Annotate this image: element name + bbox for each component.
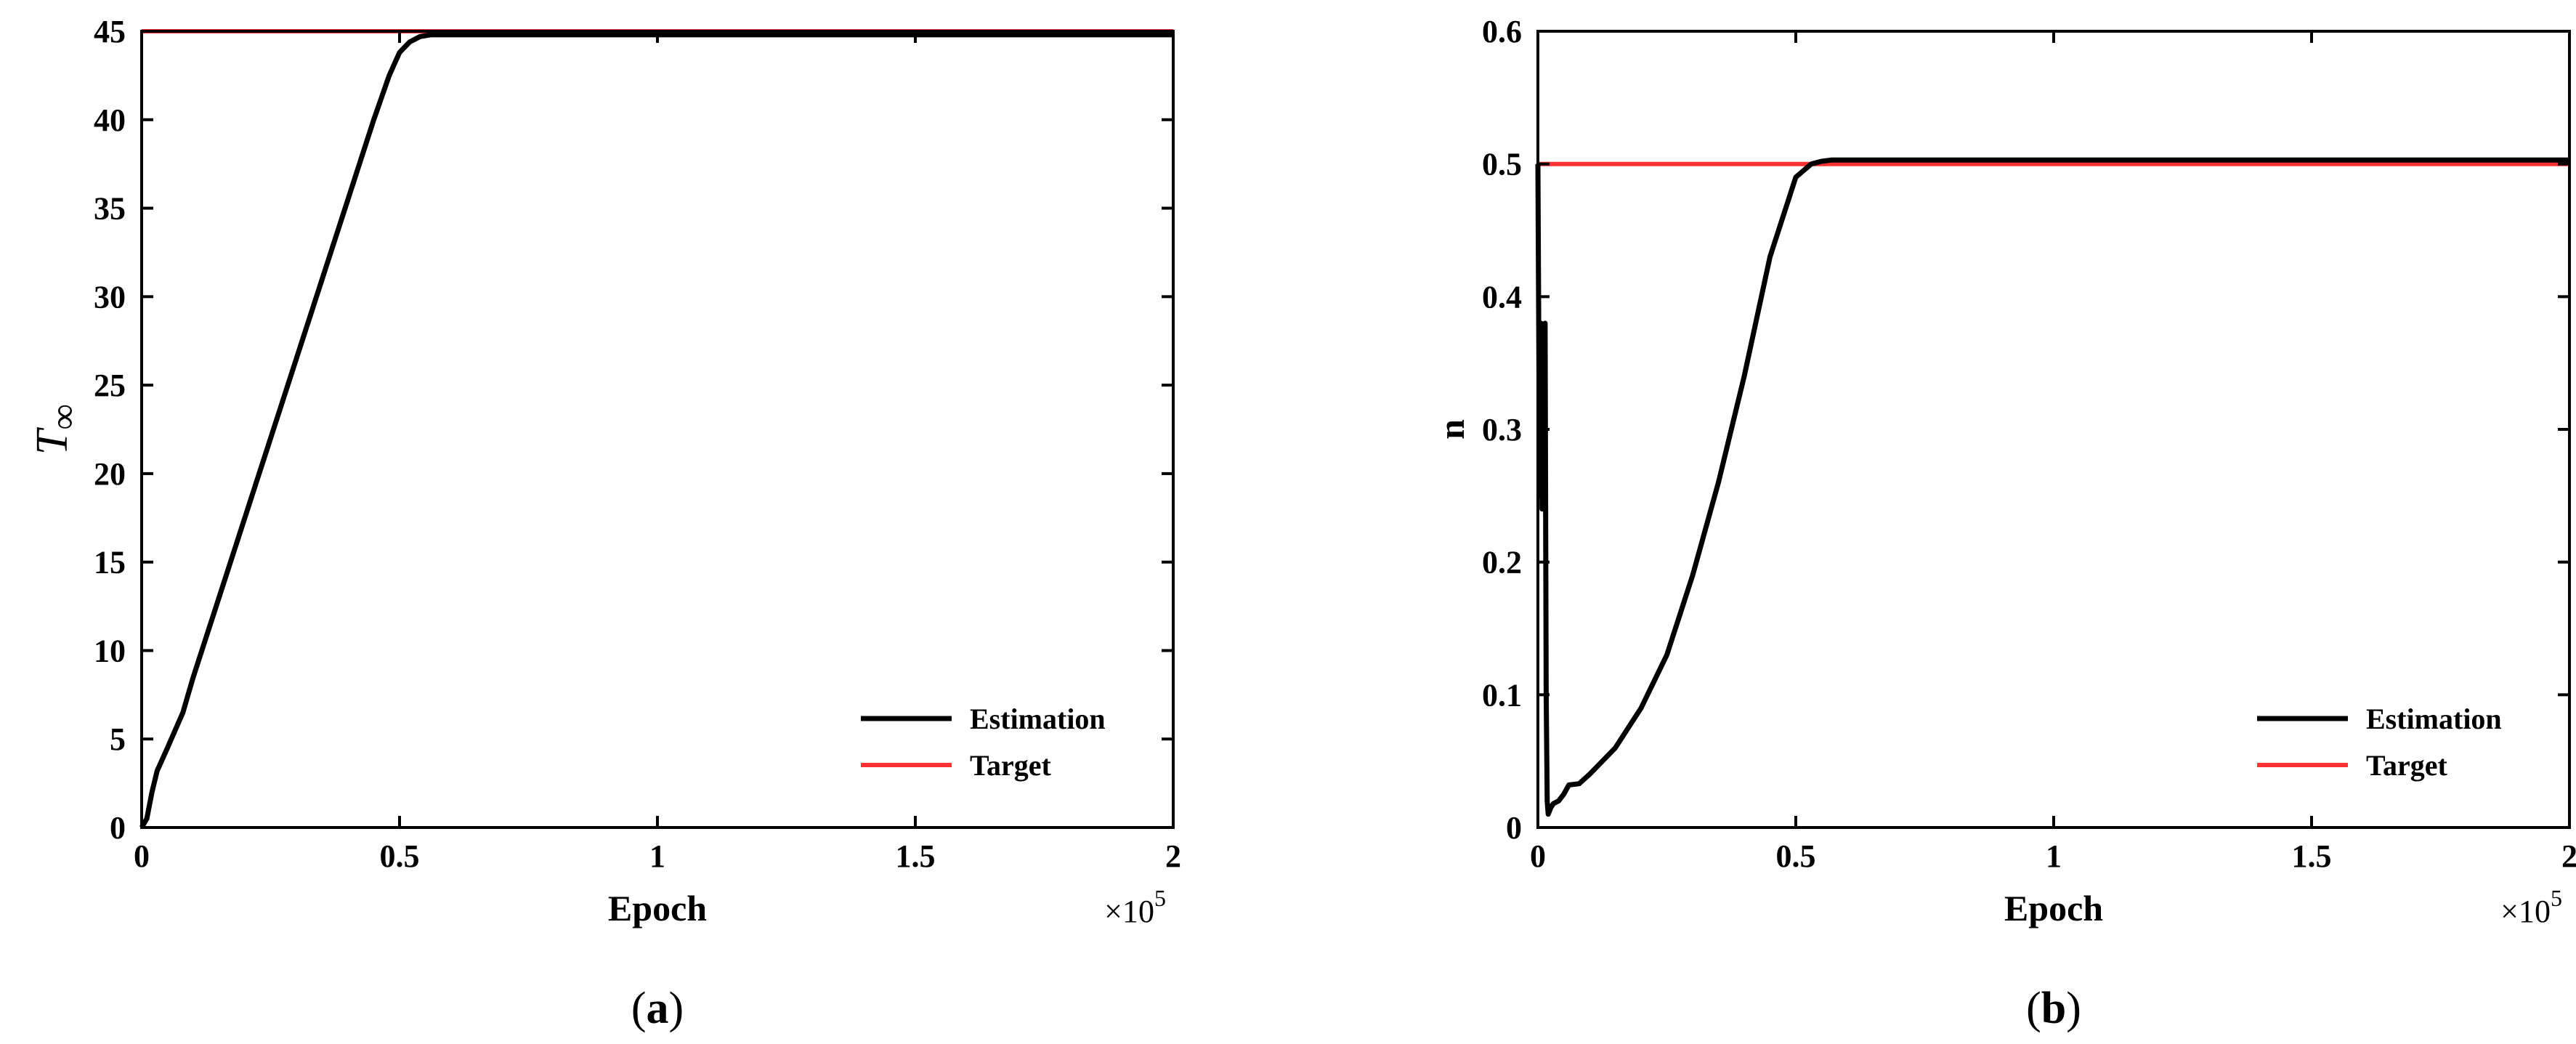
x-tick-label: 1 (2046, 838, 2062, 874)
legend-label-estimation: Estimation (2366, 703, 2502, 735)
series-line-estimation (139, 32, 1173, 829)
y-axis-title-symbol: T (28, 426, 77, 455)
x-tick-label: 1 (649, 838, 665, 874)
x-tick-label: 1.5 (2292, 838, 2332, 874)
y-tick-label: 20 (94, 456, 126, 492)
panel-caption: (a) (631, 984, 684, 1033)
panel-caption: (b) (2026, 984, 2081, 1033)
x-tick-label: 2 (2561, 838, 2576, 874)
y-tick-label: 30 (94, 279, 126, 315)
legend-label-estimation: Estimation (970, 703, 1106, 735)
y-tick-label: 0 (110, 810, 126, 846)
y-tick-label: 0.6 (1482, 14, 1522, 49)
x-tick-label: 0.5 (1776, 838, 1816, 874)
x-axis-multiplier-exponent: 5 (1154, 885, 1166, 911)
y-tick-label: 45 (94, 14, 126, 49)
x-tick-label: 2 (1165, 838, 1181, 874)
x-tick-label: 0 (134, 838, 150, 874)
x-axis-multiplier: ×105 (2500, 885, 2562, 929)
y-tick-label: 0.4 (1482, 279, 1522, 315)
x-axis-multiplier-exponent: 5 (2551, 885, 2562, 911)
caption-close-paren: ) (669, 984, 684, 1033)
panel-b: 0 0.5 1 1.5 2 0 0.1 0.2 0.3 0.4 0.5 0.6 Epoch ×105 n Es… (1431, 14, 2576, 1033)
x-axis-title: Epoch (2004, 888, 2103, 928)
caption-letter: a (647, 984, 669, 1033)
y-tick-label: 0.5 (1482, 147, 1522, 182)
y-axis-title: n (1431, 419, 1472, 440)
y-tick-label: 0 (1506, 810, 1522, 846)
y-tick-label: 35 (94, 191, 126, 227)
y-tick-label: 25 (94, 368, 126, 403)
y-tick-label: 5 (110, 721, 126, 757)
legend-label-target: Target (2366, 749, 2448, 782)
y-axis-title: T∞ (28, 404, 84, 455)
caption-letter: b (2041, 984, 2066, 1033)
series-line-estimation (1535, 157, 2569, 817)
x-tick-label: 0 (1530, 838, 1546, 874)
y-tick-label: 0.3 (1482, 412, 1522, 448)
y-tick-label: 0.2 (1482, 545, 1522, 580)
x-axis-multiplier: ×105 (1104, 885, 1166, 929)
caption-open-paren: ( (631, 984, 647, 1033)
caption-open-paren: ( (2026, 984, 2041, 1033)
x-tick-label: 1.5 (896, 838, 936, 874)
y-tick-label: 0.1 (1482, 677, 1522, 713)
y-tick-label: 40 (94, 102, 126, 138)
x-axis-title: Epoch (608, 888, 707, 928)
legend-label-target: Target (970, 749, 1052, 782)
x-tick-label: 0.5 (380, 838, 420, 874)
y-tick-label: 10 (94, 633, 126, 668)
y-tick-label: 15 (94, 545, 126, 580)
y-axis-title-subscript: ∞ (43, 404, 84, 430)
caption-close-paren: ) (2066, 984, 2081, 1033)
